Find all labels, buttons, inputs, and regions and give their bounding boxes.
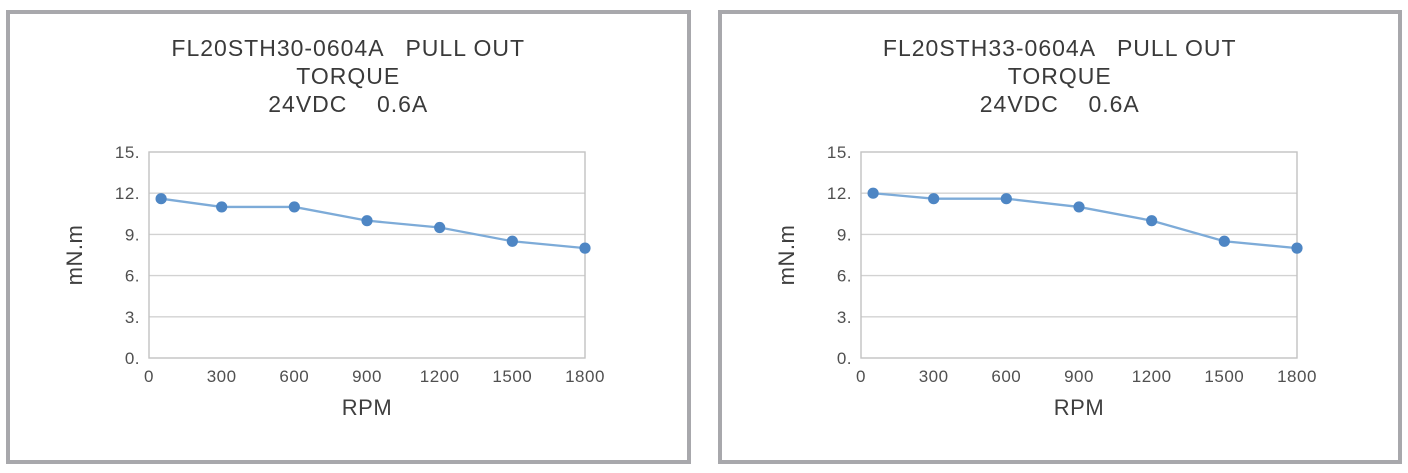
fl20sth33-chart-panel: FL20STH33-0604A PULL OUT TORQUE 24VDC 0.… <box>717 10 1402 464</box>
x-axis-title: RPM <box>342 395 392 420</box>
x-tick-label: 1500 <box>492 367 532 386</box>
y-tick-label: 15. <box>826 143 851 162</box>
chart-title-line2: TORQUE <box>296 63 401 89</box>
y-tick-label: 0. <box>125 349 140 368</box>
chart-title-line1: FL20STH33-0604A PULL OUT <box>882 35 1237 61</box>
x-tick-label: 1500 <box>1204 367 1244 386</box>
data-point-marker <box>506 235 518 247</box>
data-point-marker <box>288 201 300 213</box>
y-tick-label: 6. <box>836 267 851 286</box>
data-point-marker <box>867 187 879 199</box>
data-point-marker <box>1145 215 1157 227</box>
data-point-marker <box>579 242 591 254</box>
x-tick-label: 300 <box>918 367 948 386</box>
x-tick-label: 0 <box>856 367 866 386</box>
x-tick-label: 600 <box>991 367 1021 386</box>
y-tick-label: 0. <box>836 349 851 368</box>
data-point-marker <box>155 193 167 205</box>
y-tick-label: 15. <box>115 143 140 162</box>
chart-title-line1: FL20STH30-0604A PULL OUT <box>171 35 526 61</box>
y-tick-label: 12. <box>115 184 140 203</box>
chart-title: FL20STH33-0604A PULL OUT TORQUE 24VDC 0.… <box>722 34 1399 118</box>
chart-title-line2: TORQUE <box>1007 63 1112 89</box>
plot-border <box>859 151 1298 359</box>
plot-border <box>148 151 586 359</box>
x-axis-title: RPM <box>1053 395 1103 420</box>
y-tick-label: 3. <box>836 308 851 327</box>
data-point-marker <box>1218 235 1230 247</box>
data-point-marker <box>434 221 446 234</box>
x-tick-label: 1200 <box>420 367 460 386</box>
y-tick-label: 6. <box>125 267 140 286</box>
data-point-marker <box>1000 193 1012 205</box>
data-point-marker <box>927 193 939 205</box>
y-axis-title: mN.m <box>774 225 799 286</box>
y-tick-label: 9. <box>125 225 140 244</box>
x-tick-label: 600 <box>279 367 309 386</box>
fl20sth30-chart-panel: FL20STH30-0604A PULL OUT TORQUE 24VDC 0.… <box>6 10 691 464</box>
y-axis-title: mN.m <box>62 225 87 286</box>
fl20sth30-torque-chart: 0. 3. 6. 9. 12. 15. 0 300 600 900 1200 1500 1800 RPM m… <box>62 143 605 420</box>
chart-title-line3: 24VDC 0.6A <box>979 91 1140 117</box>
y-tick-label: 3. <box>125 308 140 327</box>
fl20sth33-torque-chart: 0. 3. 6. 9. 12. 15. 0 300 600 900 1200 1500 1800 RPM m… <box>774 143 1317 420</box>
x-tick-label: 900 <box>352 367 382 386</box>
x-tick-label: 1800 <box>1277 367 1317 386</box>
x-tick-label: 900 <box>1064 367 1094 386</box>
x-tick-label: 300 <box>207 367 237 386</box>
data-point-marker <box>1072 201 1085 213</box>
y-tick-label: 12. <box>826 184 851 203</box>
chart-title-line3: 24VDC 0.6A <box>268 91 429 117</box>
data-point-marker <box>216 201 228 213</box>
x-tick-label: 0 <box>144 367 154 386</box>
x-tick-label: 1200 <box>1131 367 1171 386</box>
y-tick-label: 9. <box>836 225 851 244</box>
chart-title: FL20STH30-0604A PULL OUT TORQUE 24VDC 0.… <box>10 34 687 118</box>
x-tick-label: 1800 <box>565 367 605 386</box>
data-point-marker <box>1290 242 1303 254</box>
data-point-marker <box>361 215 373 227</box>
